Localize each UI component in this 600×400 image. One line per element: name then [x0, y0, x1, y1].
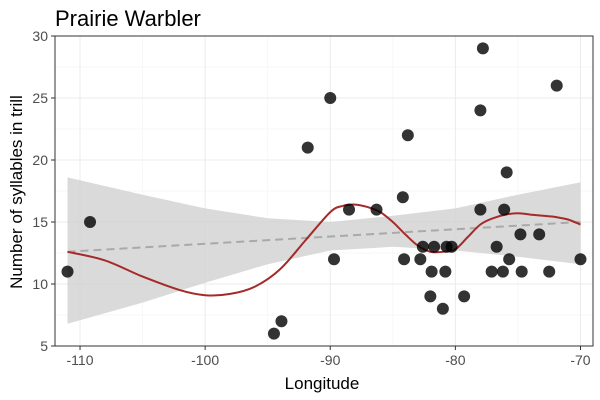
- data-point: [424, 290, 437, 303]
- data-point: [396, 191, 409, 204]
- y-tick-label: 30: [32, 28, 48, 44]
- linear-fit-layer: [67, 221, 581, 253]
- data-point: [474, 104, 487, 117]
- data-point: [370, 203, 383, 216]
- data-point: [458, 290, 471, 303]
- data-point: [301, 141, 314, 154]
- data-point: [61, 265, 74, 278]
- data-point: [401, 129, 414, 142]
- data-point: [439, 265, 452, 278]
- y-tick-label: 25: [32, 90, 48, 106]
- points-layer: [61, 42, 587, 340]
- linear-fit-line: [67, 221, 581, 253]
- data-point: [267, 327, 280, 340]
- y-tick-label: 20: [32, 152, 48, 168]
- x-tick-label: -110: [67, 352, 94, 368]
- y-tick-label: 15: [32, 214, 48, 230]
- data-point: [436, 302, 449, 315]
- data-point: [84, 216, 97, 228]
- x-axis-ticks: -110 -100 -90 -80 -70: [67, 346, 591, 368]
- y-tick-label: 5: [40, 338, 48, 354]
- data-point: [574, 253, 587, 266]
- data-point: [515, 265, 528, 278]
- data-point: [485, 265, 498, 278]
- data-point: [445, 240, 458, 253]
- data-point: [500, 166, 513, 179]
- x-tick-label: -100: [191, 352, 219, 368]
- y-axis-ticks: 5 10 15 20 25 30: [32, 28, 55, 354]
- data-point: [496, 265, 509, 278]
- x-tick-label: -90: [320, 352, 340, 368]
- data-point: [490, 240, 503, 253]
- data-point: [498, 203, 511, 216]
- data-point: [324, 92, 337, 104]
- x-tick-label: -70: [570, 352, 590, 368]
- data-point: [416, 240, 429, 253]
- data-point: [543, 265, 556, 278]
- data-point: [343, 203, 356, 216]
- y-tick-label: 10: [32, 276, 48, 292]
- data-point: [476, 42, 489, 55]
- chart-title: Prairie Warbler: [55, 6, 201, 31]
- data-point: [398, 253, 411, 266]
- data-point: [428, 240, 441, 253]
- panel-border: [54, 35, 594, 347]
- data-point: [533, 228, 546, 241]
- x-tick-label: -80: [445, 352, 465, 368]
- data-point: [474, 203, 487, 216]
- y-axis-label: Number of syllables in trill: [7, 95, 26, 289]
- data-point: [514, 228, 527, 241]
- data-point: [275, 315, 288, 328]
- data-point: [425, 265, 438, 278]
- data-point: [503, 253, 516, 266]
- smooth-fit-line: [67, 203, 581, 297]
- data-point: [414, 253, 427, 266]
- data-point: [550, 79, 563, 92]
- data-point: [328, 253, 341, 266]
- confidence-band: [67, 177, 581, 324]
- x-axis-label: Longitude: [285, 374, 360, 393]
- confidence-band-layer: [67, 177, 581, 324]
- smooth-fit-layer: [67, 203, 581, 297]
